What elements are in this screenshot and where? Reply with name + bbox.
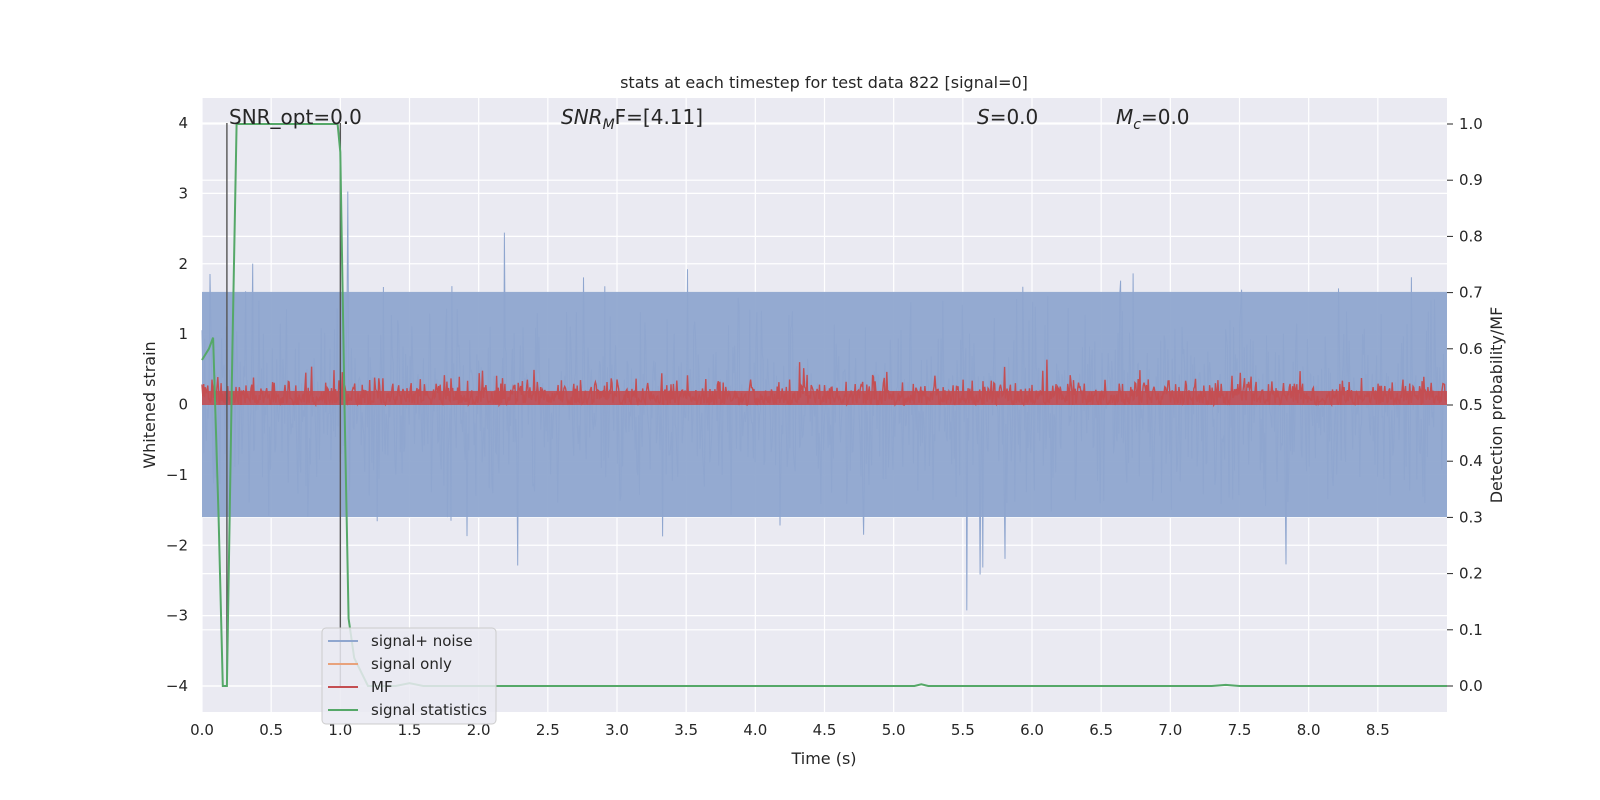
legend-label-mf: MF (371, 678, 393, 696)
y-tick-label-right: 0.7 (1459, 284, 1483, 302)
x-tick-label: 0.0 (190, 721, 214, 739)
y-tick-label-left: 1 (178, 325, 188, 343)
y-tick-label-right: 0.3 (1459, 508, 1483, 526)
y-tick-label-right: 0.6 (1459, 340, 1483, 358)
y-tick-label-right: 0.8 (1459, 227, 1483, 245)
x-tick-label: 1.0 (328, 721, 352, 739)
y-tick-label-left: 3 (178, 184, 188, 202)
y-axis-label-left: Whitened strain (140, 341, 159, 468)
x-tick-label: 8.5 (1366, 721, 1390, 739)
legend-label-signal-statistics: signal statistics (371, 701, 487, 719)
noise-trace (201, 191, 1447, 611)
legend: signal+ noise signal only MF signal stat… (321, 627, 497, 725)
x-tick-label: 4.5 (813, 721, 837, 739)
x-axis-label: Time (s) (790, 749, 856, 768)
x-tick-label: 4.0 (743, 721, 767, 739)
legend-label-signal-noise: signal+ noise (371, 632, 473, 650)
annotation-s: S=0.0 (977, 105, 1038, 129)
legend-label-signal-only: signal only (371, 655, 452, 673)
y-axis-label-right: Detection probability/MF (1487, 307, 1506, 504)
y-tick-label-left: −3 (166, 607, 188, 625)
x-tick-label: 0.5 (259, 721, 283, 739)
annotation-snr-mf: SNRMF=[4.11] (561, 105, 703, 133)
x-tick-label: 7.0 (1158, 721, 1182, 739)
x-tick-label: 2.0 (467, 721, 491, 739)
vertical-markers (226, 123, 342, 686)
x-tick-label: 1.5 (398, 721, 422, 739)
x-tick-label: 8.0 (1297, 721, 1321, 739)
x-tick-label: 6.5 (1089, 721, 1113, 739)
x-tick-label: 5.0 (882, 721, 906, 739)
y-tick-label-right: 0.0 (1459, 677, 1483, 695)
x-tick-label: 5.5 (951, 721, 975, 739)
series-mf (201, 359, 1447, 408)
tick-labels: 0.0 0.5 1.0 1.5 2.0 2.5 3.0 3.5 4.0 4.5 5.0 5.5 6.0 6… (166, 114, 1483, 739)
y-tick-label-left: −1 (166, 466, 188, 484)
y-tick-label-right: 1.0 (1459, 115, 1483, 133)
y-tick-label-right: 0.2 (1459, 565, 1483, 583)
y-tick-label-left: −2 (166, 536, 188, 554)
mf-trace (201, 359, 1447, 408)
legend-box (321, 627, 497, 725)
y-tick-label-left: 2 (178, 255, 188, 273)
y-tick-label-right: 0.5 (1459, 396, 1483, 414)
y-tick-label-left: −4 (166, 677, 188, 695)
y-tick-label-left: 4 (178, 114, 188, 132)
chart-title: stats at each timestep for test data 822… (620, 73, 1028, 92)
x-tick-label: 2.5 (536, 721, 560, 739)
y-tick-label-left: 0 (178, 396, 188, 414)
x-tick-label: 3.0 (605, 721, 629, 739)
x-tick-label: 3.5 (674, 721, 698, 739)
annotation-mc: Mc=0.0 (1116, 105, 1190, 133)
y-tick-label-right: 0.4 (1459, 452, 1483, 470)
x-tick-label: 7.5 (1228, 721, 1252, 739)
y-tick-label-right: 0.9 (1459, 171, 1483, 189)
annotation-snr-opt: SNR_opt=0.0 (229, 105, 362, 129)
y-tick-label-right: 0.1 (1459, 621, 1483, 639)
x-tick-label: 6.0 (1020, 721, 1044, 739)
